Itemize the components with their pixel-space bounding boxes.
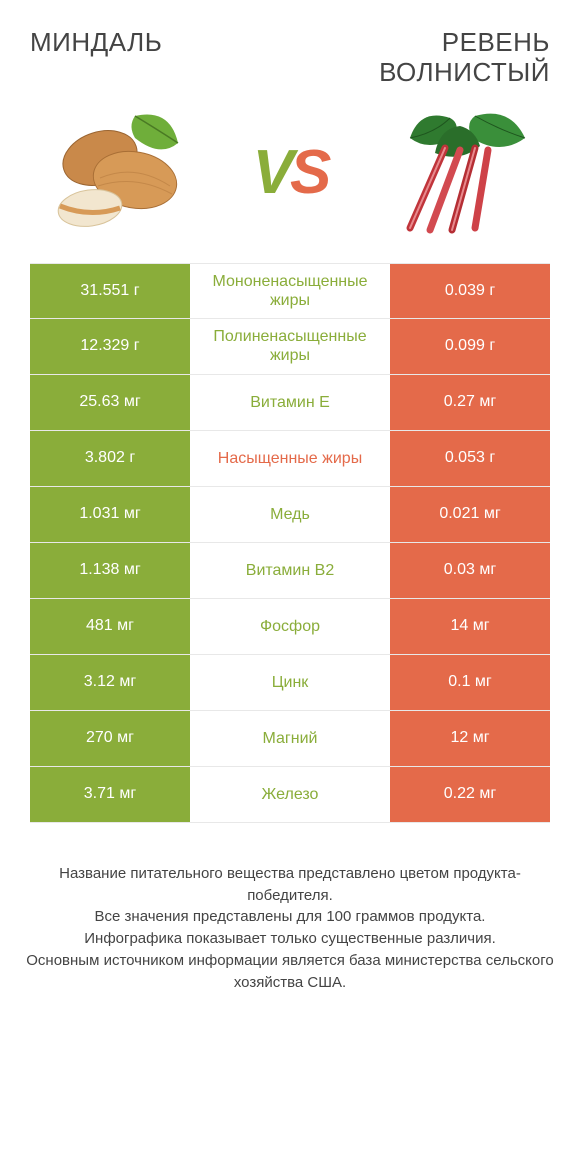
value-left: 481 мг <box>30 599 190 654</box>
value-right: 0.1 мг <box>390 655 550 710</box>
vs-s: S <box>290 138 327 207</box>
value-right: 0.03 мг <box>390 543 550 598</box>
table-row: 481 мгФосфор14 мг <box>30 599 550 655</box>
nutrient-label: Полиненасыщенные жиры <box>190 319 390 374</box>
value-left: 1.031 мг <box>30 487 190 542</box>
footer-notes: Название питательного вещества представл… <box>0 823 580 994</box>
nutrient-label: Медь <box>190 487 390 542</box>
value-right: 0.099 г <box>390 319 550 374</box>
nutrient-label: Витамин E <box>190 375 390 430</box>
nutrient-label: Витамин B2 <box>190 543 390 598</box>
value-left: 1.138 мг <box>30 543 190 598</box>
vs-label: VS <box>253 137 328 208</box>
value-left: 3.12 мг <box>30 655 190 710</box>
value-right: 0.27 мг <box>390 375 550 430</box>
value-left: 31.551 г <box>30 264 190 318</box>
table-row: 31.551 гМононенасыщенные жиры0.039 г <box>30 263 550 319</box>
value-left: 270 мг <box>30 711 190 766</box>
table-row: 270 мгМагний12 мг <box>30 711 550 767</box>
images-row: VS <box>0 98 580 263</box>
value-left: 12.329 г <box>30 319 190 374</box>
table-row: 25.63 мгВитамин E0.27 мг <box>30 375 550 431</box>
almond-image <box>40 108 200 238</box>
value-right: 0.021 мг <box>390 487 550 542</box>
nutrient-label: Насыщенные жиры <box>190 431 390 486</box>
footer-line-3: Инфографика показывает только существенн… <box>20 928 560 950</box>
nutrient-label: Магний <box>190 711 390 766</box>
table-row: 3.71 мгЖелезо0.22 мг <box>30 767 550 823</box>
value-left: 3.802 г <box>30 431 190 486</box>
nutrient-label: Фосфор <box>190 599 390 654</box>
table-row: 12.329 гПолиненасыщенные жиры0.099 г <box>30 319 550 375</box>
table-row: 1.031 мгМедь0.021 мг <box>30 487 550 543</box>
value-right: 0.053 г <box>390 431 550 486</box>
nutrient-label: Железо <box>190 767 390 822</box>
title-right: Ревень волнистый <box>379 28 550 88</box>
header: Миндаль Ревень волнистый <box>0 0 580 98</box>
table-row: 1.138 мгВитамин B20.03 мг <box>30 543 550 599</box>
footer-line-1: Название питательного вещества представл… <box>20 863 560 907</box>
value-left: 25.63 мг <box>30 375 190 430</box>
nutrient-label: Мононенасыщенные жиры <box>190 264 390 318</box>
footer-line-2: Все значения представлены для 100 граммо… <box>20 906 560 928</box>
value-right: 12 мг <box>390 711 550 766</box>
value-right: 0.22 мг <box>390 767 550 822</box>
rhubarb-image <box>380 108 540 238</box>
comparison-table: 31.551 гМононенасыщенные жиры0.039 г12.3… <box>30 263 550 823</box>
table-row: 3.802 гНасыщенные жиры0.053 г <box>30 431 550 487</box>
table-row: 3.12 мгЦинк0.1 мг <box>30 655 550 711</box>
title-left: Миндаль <box>30 28 162 58</box>
value-right: 0.039 г <box>390 264 550 318</box>
footer-line-4: Основным источником информации является … <box>20 950 560 994</box>
value-left: 3.71 мг <box>30 767 190 822</box>
nutrient-label: Цинк <box>190 655 390 710</box>
value-right: 14 мг <box>390 599 550 654</box>
vs-v: V <box>253 138 290 207</box>
